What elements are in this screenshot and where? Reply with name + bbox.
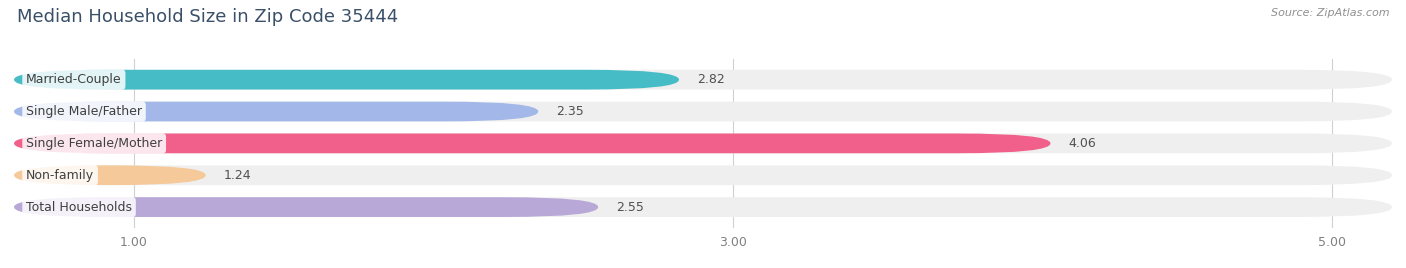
Text: Median Household Size in Zip Code 35444: Median Household Size in Zip Code 35444 <box>17 8 398 26</box>
Text: Married-Couple: Married-Couple <box>27 73 122 86</box>
Text: 2.55: 2.55 <box>616 200 644 214</box>
Text: 4.06: 4.06 <box>1069 137 1097 150</box>
FancyBboxPatch shape <box>14 70 1392 90</box>
FancyBboxPatch shape <box>14 133 1050 153</box>
FancyBboxPatch shape <box>14 102 1392 121</box>
FancyBboxPatch shape <box>14 165 1392 185</box>
FancyBboxPatch shape <box>14 133 1392 153</box>
Text: 1.24: 1.24 <box>224 169 252 182</box>
Text: Single Male/Father: Single Male/Father <box>27 105 142 118</box>
FancyBboxPatch shape <box>14 70 679 90</box>
FancyBboxPatch shape <box>14 165 205 185</box>
Text: Source: ZipAtlas.com: Source: ZipAtlas.com <box>1271 8 1389 18</box>
Text: 2.35: 2.35 <box>557 105 583 118</box>
Text: Single Female/Mother: Single Female/Mother <box>27 137 162 150</box>
Text: Total Households: Total Households <box>27 200 132 214</box>
Text: 2.82: 2.82 <box>697 73 724 86</box>
FancyBboxPatch shape <box>14 197 1392 217</box>
Text: Non-family: Non-family <box>27 169 94 182</box>
FancyBboxPatch shape <box>14 102 538 121</box>
FancyBboxPatch shape <box>14 197 598 217</box>
